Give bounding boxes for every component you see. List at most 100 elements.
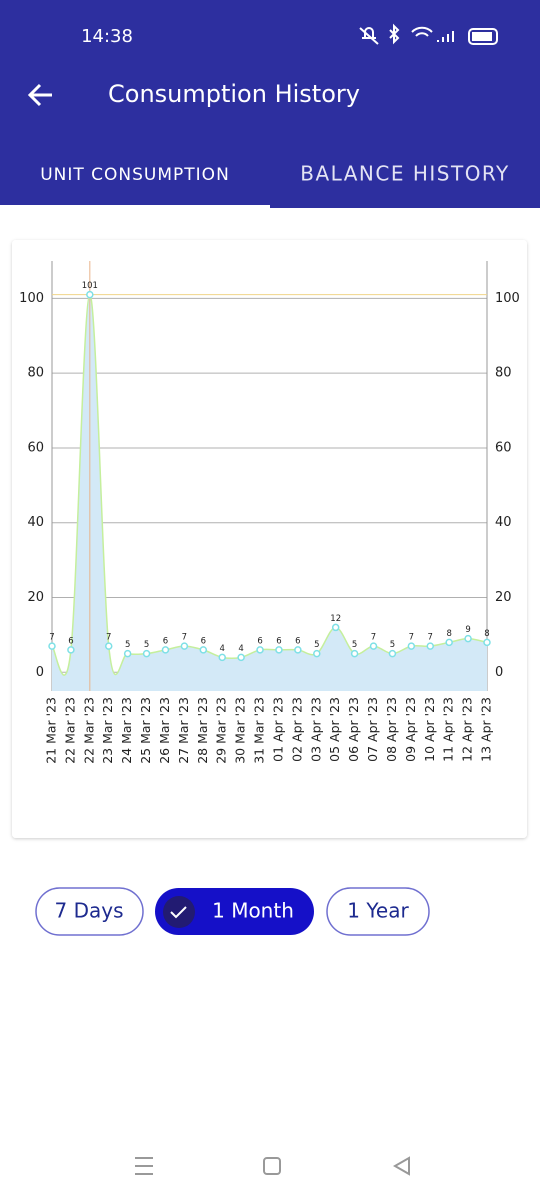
point	[388, 649, 397, 658]
point	[142, 649, 151, 658]
point	[180, 642, 189, 650]
data-label: 8	[446, 629, 451, 639]
data-label: 6	[257, 636, 262, 646]
check-circle	[163, 896, 195, 928]
point	[294, 646, 302, 654]
tab[interactable]: BALANCE HISTORY	[300, 162, 510, 186]
point	[445, 638, 453, 647]
x-tick-label: 22 Mar '23	[62, 697, 77, 764]
area	[52, 294, 487, 691]
point	[407, 642, 416, 650]
y-tick-label: 80	[27, 366, 44, 381]
point	[350, 649, 359, 658]
filter-chip[interactable]	[35, 887, 144, 936]
data-label: 4	[238, 644, 243, 654]
y-tick-label: 20	[27, 590, 44, 605]
y-tick-label: 60	[27, 440, 44, 455]
app-title: Consumption History	[108, 80, 360, 108]
point	[199, 646, 208, 654]
x-tick-label: 08 Apr '23	[384, 697, 399, 762]
y2-tick-label: 60	[495, 440, 512, 455]
status-icons	[359, 23, 498, 45]
point	[464, 634, 472, 643]
check-icon	[170, 906, 187, 919]
x-tick-label: 21 Mar '23	[44, 697, 59, 764]
x-tick-label: 27 Mar '23	[176, 697, 191, 764]
x-tick-label: 28 Mar '23	[195, 697, 210, 764]
point	[331, 623, 340, 632]
x-tick-label: 12 Apr '23	[460, 697, 475, 762]
y2-tick-label: 20	[495, 590, 512, 605]
point	[426, 642, 435, 650]
point	[123, 649, 132, 658]
point	[86, 290, 94, 299]
filter-label[interactable]: 1 Month	[212, 899, 294, 923]
point	[237, 653, 245, 662]
point	[161, 646, 170, 654]
plot: 0 20 40 60 80 100 0 20 40 60 80 100 7 6 101 7 5 5 6 7 6 4 4 6 6 6…	[19, 261, 520, 764]
x-tick-label: 09 Apr '23	[403, 697, 418, 762]
data-label: 101	[82, 281, 98, 291]
data-label: 8	[484, 629, 489, 639]
x-tick-label: 11 Apr '23	[441, 697, 456, 762]
data-label: 6	[295, 636, 300, 646]
x-tick-label: 25 Mar '23	[138, 697, 153, 764]
point	[369, 642, 378, 650]
data-label: 6	[201, 636, 206, 646]
data-label: 7	[428, 633, 433, 643]
data-label: 4	[220, 644, 225, 654]
point	[67, 646, 75, 654]
status-time: 14:38	[81, 26, 133, 47]
tab-indicator	[0, 205, 270, 209]
data-label: 7	[106, 633, 111, 643]
data-label: 5	[314, 640, 319, 650]
point	[104, 642, 113, 650]
tab[interactable]: UNIT CONSUMPTION	[40, 165, 230, 185]
x-tick-label: 26 Mar '23	[157, 697, 172, 764]
y2-tick-label: 80	[495, 366, 512, 381]
y-tick-label: 40	[27, 515, 44, 530]
data-label: 6	[68, 636, 73, 646]
x-tick-label: 29 Mar '23	[214, 697, 229, 764]
nav-bar	[135, 1156, 410, 1176]
data-label: 12	[330, 614, 341, 624]
data-label: 7	[182, 633, 187, 643]
filter-chip[interactable]	[326, 887, 430, 936]
data-label: 6	[276, 636, 281, 646]
x-tick-label: 07 Apr '23	[365, 697, 380, 762]
point	[313, 649, 321, 658]
data-label: 6	[163, 636, 168, 646]
filter-label[interactable]: 7 Days	[55, 899, 124, 923]
x-tick-label: 13 Apr '23	[479, 697, 494, 762]
back-button[interactable]	[27, 83, 52, 107]
point	[48, 642, 56, 650]
data-label: 5	[125, 640, 130, 650]
data-label: 7	[409, 633, 414, 643]
x-tick-label: 31 Mar '23	[252, 697, 267, 764]
filter-label[interactable]: 1 Year	[347, 899, 409, 923]
point	[218, 653, 226, 662]
y-tick-label: 100	[19, 291, 44, 306]
x-tick-label: 03 Apr '23	[308, 697, 323, 762]
data-label: 7	[49, 633, 54, 643]
point	[256, 646, 264, 654]
nav-back[interactable]	[392, 1156, 410, 1176]
point	[275, 646, 283, 654]
y2-tick-label: 40	[495, 515, 512, 530]
x-tick-label: 06 Apr '23	[346, 697, 361, 762]
x-tick-label: 22 Mar '23	[81, 697, 96, 764]
y-tick-label: 0	[36, 665, 44, 680]
y2-tick-label: 100	[495, 291, 520, 306]
x-tick-label: 23 Mar '23	[100, 697, 115, 764]
nav-menu[interactable]	[135, 1157, 153, 1175]
data-label: 5	[390, 640, 395, 650]
data-label: 5	[352, 640, 357, 650]
data-label: 5	[144, 640, 149, 650]
header-bg	[0, 0, 540, 208]
nav-home[interactable]	[263, 1157, 281, 1175]
x-tick-label: 30 Mar '23	[233, 697, 248, 764]
data-label: 7	[371, 633, 376, 643]
filter-chip-selected[interactable]	[155, 888, 314, 935]
